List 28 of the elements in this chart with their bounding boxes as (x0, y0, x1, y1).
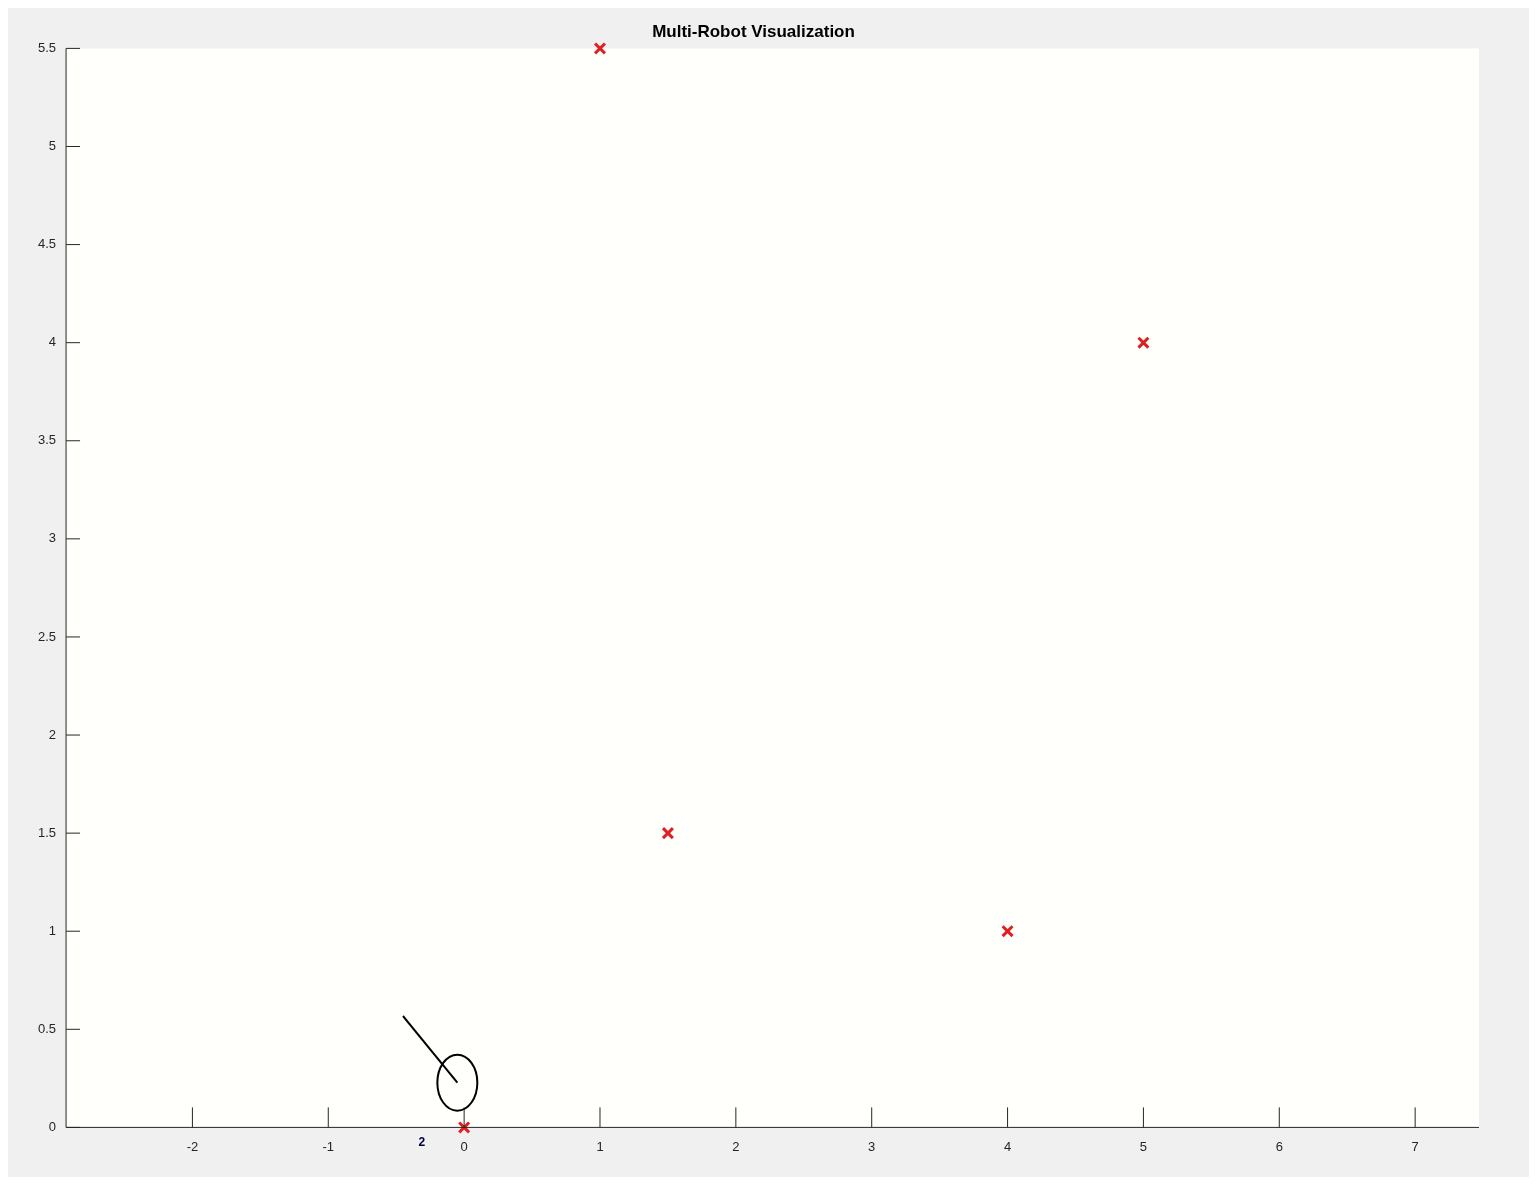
y-tick-label: 3 (48, 530, 57, 546)
x-tick-label: 6 (1275, 1138, 1283, 1154)
x-tick-label: 7 (1411, 1138, 1419, 1154)
y-tick-label: 4.5 (37, 236, 57, 252)
x-tick-label: 1 (596, 1138, 604, 1154)
x-tick-label: 5 (1139, 1138, 1148, 1154)
x-tick-label: 0 (460, 1138, 468, 1154)
y-tick-label: 2.5 (37, 628, 57, 644)
chart-title: Multi-Robot Visualization (652, 21, 855, 41)
y-tick-label: 0 (48, 1118, 57, 1134)
y-tick-label: 0.5 (37, 1020, 57, 1036)
point (457, 1120, 471, 1134)
point (1001, 924, 1015, 938)
y-tick-label: 5 (48, 138, 57, 154)
y-tick-label: 1.5 (37, 824, 57, 840)
x-tick-label: -2 (186, 1138, 199, 1154)
point (1136, 336, 1150, 350)
y-tick-label: 2 (48, 726, 57, 742)
y-tick-label: 5.5 (37, 39, 57, 55)
y-tick-label: 1 (48, 922, 57, 938)
y-tick-label: 4 (48, 334, 57, 350)
x-tick-label: 2 (732, 1138, 740, 1154)
point (593, 41, 607, 55)
x-tick-label: 3 (868, 1138, 876, 1154)
y-tick-label: 3.5 (37, 432, 57, 448)
x-tick-label: -1 (322, 1138, 335, 1154)
x-tick-label: 4 (1003, 1138, 1012, 1154)
point (661, 826, 675, 840)
